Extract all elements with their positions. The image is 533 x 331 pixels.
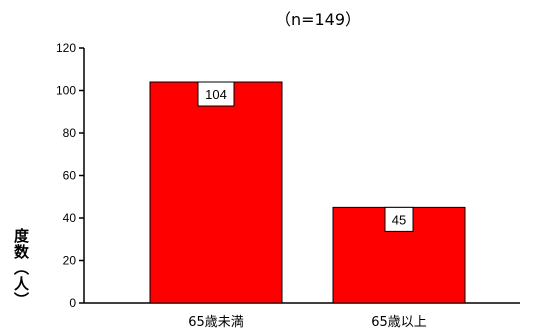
data-label-box [197,81,235,107]
data-label: 45 [392,212,406,227]
y-tick-label: 40 [63,211,77,225]
y-tick-label: 60 [63,169,77,183]
y-axis: 0 20 40 60 80 100 120 [56,41,85,310]
y-tick-label: 80 [63,126,77,140]
x-axis: 65歳未満 65歳以上 [84,302,520,330]
bar-series: 104 45 [149,81,466,304]
chart-title: （n=149） [275,10,361,29]
x-tick-label: 65歳以上 [371,315,427,330]
y-axis-label: 度数（人） [12,228,30,308]
y-tick-label: 100 [56,84,76,98]
data-label: 104 [205,87,227,102]
y-tick-label: 120 [56,41,76,55]
y-tick-label: 0 [69,296,76,310]
data-label-box [384,206,414,232]
x-tick-label: 65歳未満 [188,315,244,330]
bar [149,81,283,304]
y-tick-label: 20 [63,254,77,268]
